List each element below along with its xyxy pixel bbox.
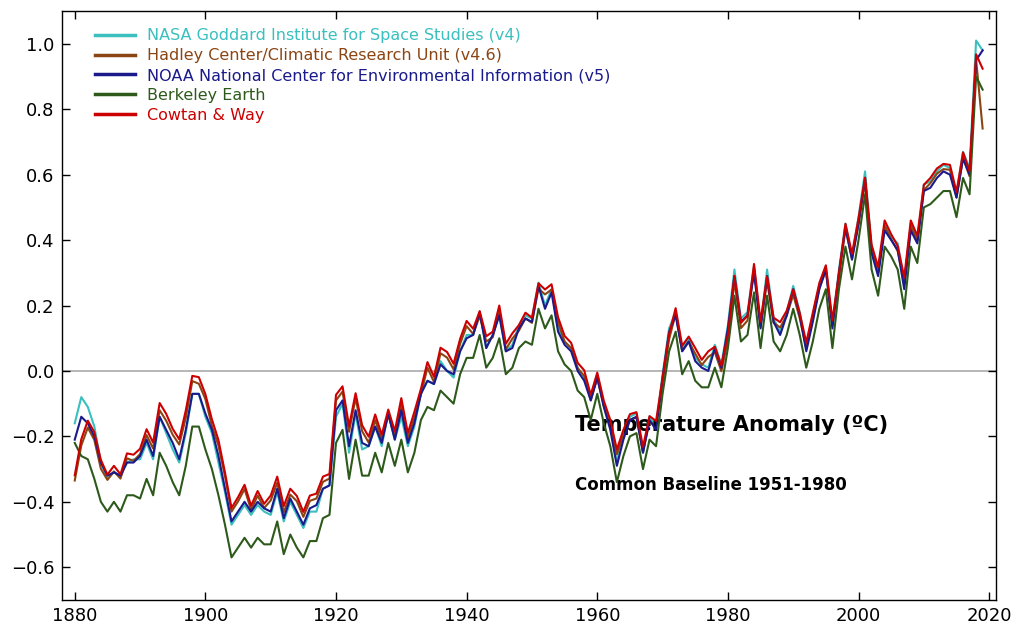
Berkeley Earth: [101, 508, 114, 515]
NOAA National Center for Environmental Information (v5): [231, 508, 244, 515]
Cowtan & Way: [525, 314, 538, 321]
Cowtan & Way: [69, 471, 81, 479]
Hadley Center/Climatic Research Unit (v4.6): [231, 497, 244, 505]
NOAA National Center for Environmental Information (v5): [160, 426, 172, 434]
Hadley Center/Climatic Research Unit (v4.6): [977, 125, 989, 132]
Cowtan & Way: [297, 508, 309, 516]
Hadley Center/Climatic Research Unit (v4.6): [101, 476, 114, 484]
Berkeley Earth: [225, 553, 238, 561]
Hadley Center/Climatic Research Unit (v4.6): [970, 56, 982, 64]
Line: Hadley Center/Climatic Research Unit (v4.6): Hadley Center/Climatic Research Unit (v4…: [75, 60, 983, 517]
NASA Goddard Institute for Space Studies (v4): [231, 511, 244, 519]
NOAA National Center for Environmental Information (v5): [977, 46, 989, 54]
NOAA National Center for Environmental Information (v5): [525, 318, 538, 326]
Line: Cowtan & Way: Cowtan & Way: [75, 54, 983, 512]
NASA Goddard Institute for Space Studies (v4): [297, 524, 309, 532]
NASA Goddard Institute for Space Studies (v4): [977, 46, 989, 54]
Berkeley Earth: [977, 86, 989, 93]
Cowtan & Way: [970, 50, 982, 58]
Hadley Center/Climatic Research Unit (v4.6): [160, 417, 172, 424]
Line: NOAA National Center for Environmental Information (v5): NOAA National Center for Environmental I…: [75, 50, 983, 525]
NASA Goddard Institute for Space Studies (v4): [101, 475, 114, 483]
NASA Goddard Institute for Space Studies (v4): [970, 37, 982, 45]
Berkeley Earth: [69, 439, 81, 446]
Line: Berkeley Earth: Berkeley Earth: [75, 76, 983, 557]
Hadley Center/Climatic Research Unit (v4.6): [297, 513, 309, 521]
NOAA National Center for Environmental Information (v5): [297, 521, 309, 529]
Cowtan & Way: [231, 494, 244, 501]
NOAA National Center for Environmental Information (v5): [101, 472, 114, 480]
Hadley Center/Climatic Research Unit (v4.6): [525, 319, 538, 327]
NOAA National Center for Environmental Information (v5): [69, 436, 81, 443]
NASA Goddard Institute for Space Studies (v4): [454, 347, 466, 355]
NASA Goddard Institute for Space Studies (v4): [525, 315, 538, 322]
Cowtan & Way: [101, 471, 114, 478]
Line: NASA Goddard Institute for Space Studies (v4): NASA Goddard Institute for Space Studies…: [75, 41, 983, 528]
Berkeley Earth: [121, 492, 133, 499]
Text: Common Baseline 1951-1980: Common Baseline 1951-1980: [575, 476, 847, 494]
Berkeley Earth: [970, 73, 982, 80]
Berkeley Earth: [160, 462, 172, 469]
Cowtan & Way: [121, 450, 133, 457]
Legend: NASA Goddard Institute for Space Studies (v4), Hadley Center/Climatic Research U: NASA Goddard Institute for Space Studies…: [88, 22, 617, 129]
Berkeley Earth: [239, 534, 251, 542]
NOAA National Center for Environmental Information (v5): [970, 57, 982, 64]
Hadley Center/Climatic Research Unit (v4.6): [121, 455, 133, 462]
NASA Goddard Institute for Space Studies (v4): [69, 420, 81, 427]
Hadley Center/Climatic Research Unit (v4.6): [454, 340, 466, 348]
NOAA National Center for Environmental Information (v5): [121, 459, 133, 466]
Text: Temperature Anomaly (ºC): Temperature Anomaly (ºC): [575, 415, 889, 435]
Berkeley Earth: [454, 370, 466, 378]
Cowtan & Way: [977, 65, 989, 73]
Cowtan & Way: [160, 410, 172, 418]
Berkeley Earth: [525, 341, 538, 349]
NASA Goddard Institute for Space Studies (v4): [121, 459, 133, 466]
Hadley Center/Climatic Research Unit (v4.6): [69, 477, 81, 485]
NASA Goddard Institute for Space Studies (v4): [160, 429, 172, 437]
Cowtan & Way: [454, 335, 466, 343]
